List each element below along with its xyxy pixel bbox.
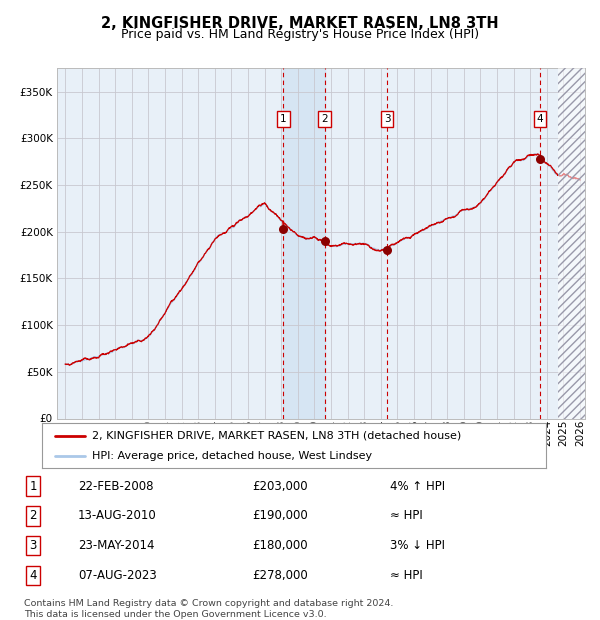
Text: 3% ↓ HPI: 3% ↓ HPI bbox=[390, 539, 445, 552]
Text: 4: 4 bbox=[537, 114, 544, 124]
Text: HPI: Average price, detached house, West Lindsey: HPI: Average price, detached house, West… bbox=[92, 451, 373, 461]
Text: 23-MAY-2014: 23-MAY-2014 bbox=[78, 539, 155, 552]
Text: 22-FEB-2008: 22-FEB-2008 bbox=[78, 480, 154, 492]
Text: ≈ HPI: ≈ HPI bbox=[390, 510, 423, 522]
Text: 2, KINGFISHER DRIVE, MARKET RASEN, LN8 3TH: 2, KINGFISHER DRIVE, MARKET RASEN, LN8 3… bbox=[101, 16, 499, 31]
Bar bbox=[283, 68, 325, 418]
Text: 1: 1 bbox=[280, 114, 287, 124]
Text: 07-AUG-2023: 07-AUG-2023 bbox=[78, 569, 157, 582]
Text: £203,000: £203,000 bbox=[252, 480, 308, 492]
Text: 4% ↑ HPI: 4% ↑ HPI bbox=[390, 480, 445, 492]
Bar bbox=[559, 68, 585, 418]
Text: 3: 3 bbox=[384, 114, 391, 124]
Text: This data is licensed under the Open Government Licence v3.0.: This data is licensed under the Open Gov… bbox=[24, 610, 326, 619]
Text: ≈ HPI: ≈ HPI bbox=[390, 569, 423, 582]
Text: 13-AUG-2010: 13-AUG-2010 bbox=[78, 510, 157, 522]
Text: 2: 2 bbox=[322, 114, 328, 124]
Text: 2: 2 bbox=[29, 510, 37, 522]
Text: 2, KINGFISHER DRIVE, MARKET RASEN, LN8 3TH (detached house): 2, KINGFISHER DRIVE, MARKET RASEN, LN8 3… bbox=[92, 430, 461, 441]
Bar bbox=[559, 68, 585, 418]
Text: £278,000: £278,000 bbox=[252, 569, 308, 582]
Text: £180,000: £180,000 bbox=[252, 539, 308, 552]
Text: £190,000: £190,000 bbox=[252, 510, 308, 522]
Text: Contains HM Land Registry data © Crown copyright and database right 2024.: Contains HM Land Registry data © Crown c… bbox=[24, 599, 394, 608]
Text: 3: 3 bbox=[29, 539, 37, 552]
Text: 1: 1 bbox=[29, 480, 37, 492]
Bar bbox=[559, 68, 585, 418]
Text: Price paid vs. HM Land Registry's House Price Index (HPI): Price paid vs. HM Land Registry's House … bbox=[121, 28, 479, 41]
Text: 4: 4 bbox=[29, 569, 37, 582]
